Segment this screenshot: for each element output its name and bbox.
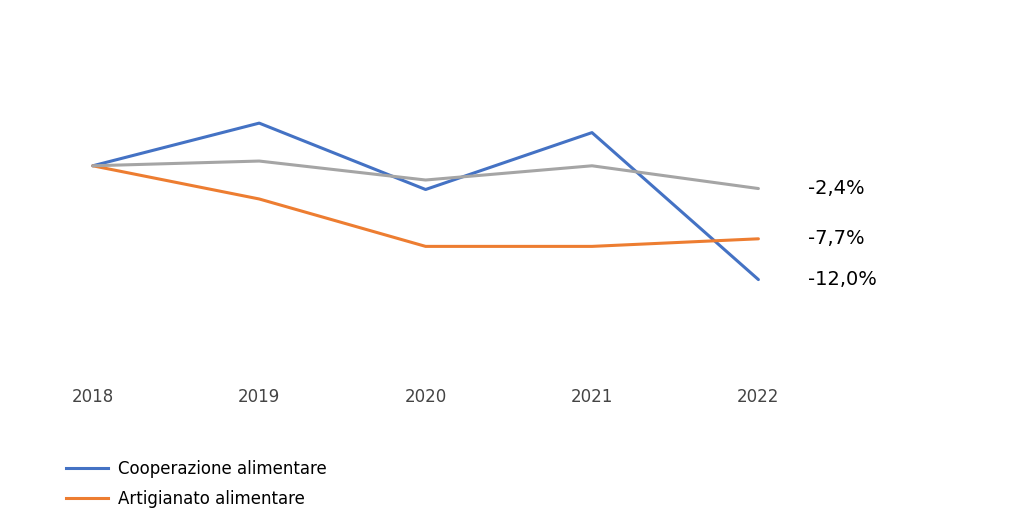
Text: -7,7%: -7,7% (808, 229, 865, 249)
Text: -2,4%: -2,4% (808, 179, 865, 198)
Legend: Cooperazione alimentare, Artigianato alimentare, Produzione di prodotti di panet: Cooperazione alimentare, Artigianato ali… (59, 453, 480, 520)
Text: -12,0%: -12,0% (808, 270, 878, 289)
